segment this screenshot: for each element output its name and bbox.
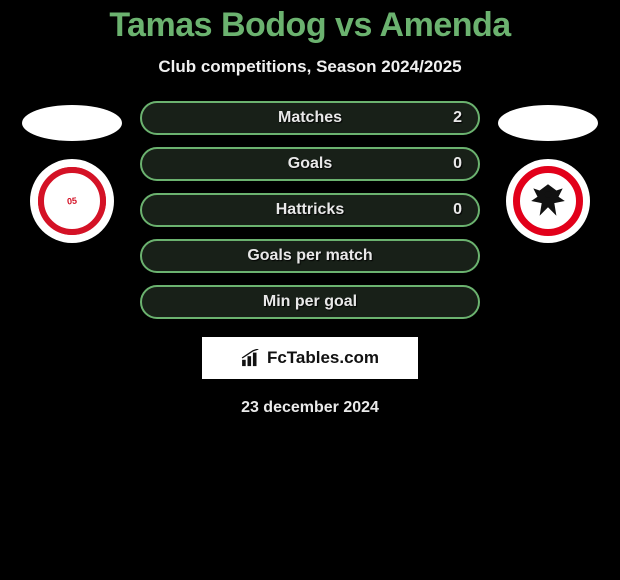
player-left: 05 bbox=[14, 101, 130, 243]
stat-row-goals: Goals 0 bbox=[140, 147, 480, 181]
club-badge-mainz: 05 bbox=[30, 159, 114, 243]
brand-box: FcTables.com bbox=[202, 337, 418, 379]
stat-row-goals-per-match: Goals per match bbox=[140, 239, 480, 273]
page-title: Tamas Bodog vs Amenda bbox=[0, 6, 620, 45]
stat-label: Goals per match bbox=[142, 247, 478, 265]
chart-icon bbox=[241, 349, 263, 367]
comparison-card: Tamas Bodog vs Amenda Club competitions,… bbox=[0, 0, 620, 417]
avatar-placeholder-left bbox=[22, 105, 122, 141]
eintracht-badge-ring bbox=[513, 166, 583, 236]
club-badge-eintracht bbox=[506, 159, 590, 243]
main-row: 05 Matches 2 Goals 0 Hattricks 0 bbox=[0, 101, 620, 319]
page-subtitle: Club competitions, Season 2024/2025 bbox=[0, 57, 620, 77]
player-right bbox=[490, 101, 606, 243]
eagle-icon bbox=[527, 180, 569, 222]
stat-row-min-per-goal: Min per goal bbox=[140, 285, 480, 319]
date-label: 23 december 2024 bbox=[0, 399, 620, 417]
stat-row-matches: Matches 2 bbox=[140, 101, 480, 135]
brand-label: FcTables.com bbox=[267, 348, 379, 368]
stat-row-hattricks: Hattricks 0 bbox=[140, 193, 480, 227]
stat-label: Goals bbox=[142, 155, 478, 173]
stat-label: Hattricks bbox=[142, 201, 478, 219]
stat-label: Min per goal bbox=[142, 293, 478, 311]
stats-column: Matches 2 Goals 0 Hattricks 0 Goals per … bbox=[140, 101, 480, 319]
avatar-placeholder-right bbox=[498, 105, 598, 141]
mainz-badge-text: 05 bbox=[41, 170, 103, 232]
mainz-badge-ring: 05 bbox=[38, 167, 106, 235]
stat-label: Matches bbox=[142, 109, 478, 127]
